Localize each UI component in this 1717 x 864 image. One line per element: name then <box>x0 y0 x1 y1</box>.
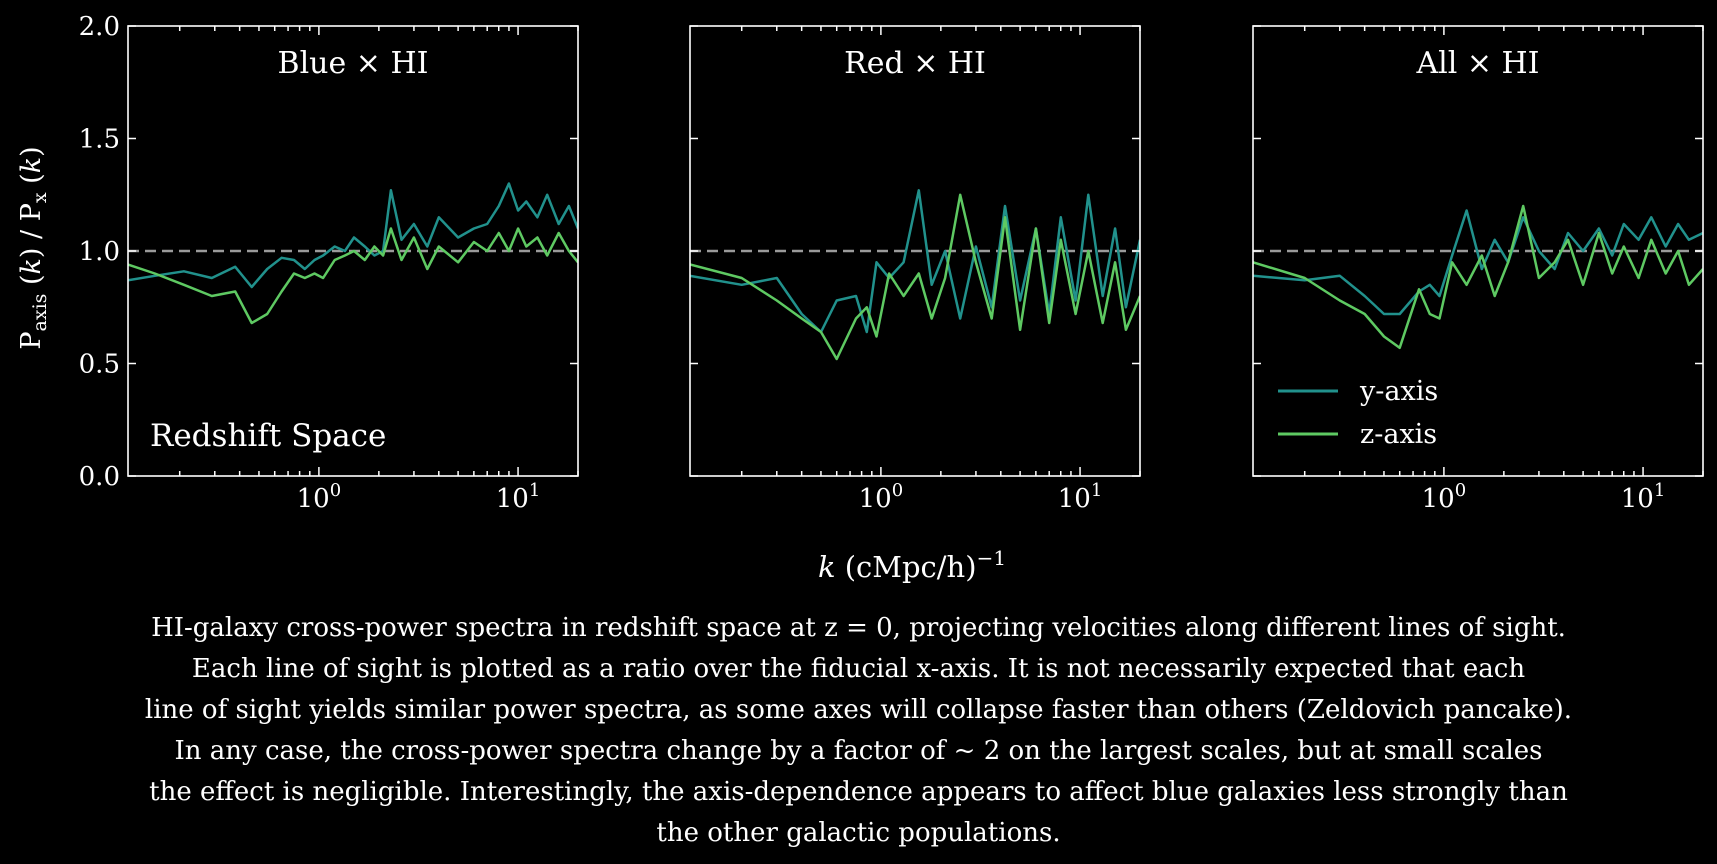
ylabel-p-axis: P <box>16 331 47 349</box>
y-axis-label: Paxis (k) / Px (k) <box>16 146 51 349</box>
legend: y-axis z-axis <box>1278 376 1438 450</box>
panel-3: 100 101 All × HI y-axis z-axis <box>1252 25 1704 514</box>
x-tick-label: 101 <box>1058 480 1103 514</box>
legend-label: z-axis <box>1360 419 1437 450</box>
caption-line-4: In any case, the cross-power spectra cha… <box>174 736 1543 766</box>
x-tick-label: 100 <box>859 480 904 514</box>
caption-line-1: HI-galaxy cross-power spectra in redshif… <box>151 613 1566 643</box>
caption-line-3: line of sight yields similar power spect… <box>144 695 1573 725</box>
series-yaxis <box>690 189 1140 334</box>
series-zaxis <box>690 193 1140 361</box>
x-tick-label: 100 <box>1422 480 1467 514</box>
caption-line-5: the effect is negligible. Interestingly,… <box>149 777 1568 807</box>
svg-text:Paxis (k) / Px (k): Paxis (k) / Px (k) <box>16 146 51 349</box>
panel-title: Red × HI <box>844 46 986 81</box>
series-yaxis <box>128 182 578 289</box>
x-axis-label: k (cMpc/h)−1 <box>818 546 1006 584</box>
panel-2: 100 101 Red × HI <box>689 25 1141 514</box>
x-tick-label: 101 <box>496 480 541 514</box>
panel-title: All × HI <box>1415 46 1539 81</box>
y-tick-label: 1.5 <box>79 125 120 155</box>
figure-canvas: Paxis (k) / Px (k) k (cMpc/h)−1 0.0 0.5 1.… <box>16 12 1704 584</box>
series-yaxis <box>1253 209 1703 316</box>
y-tick-label: 0.5 <box>79 350 120 380</box>
x-tick-label: 101 <box>1621 480 1666 514</box>
x-tick-label: 100 <box>297 480 342 514</box>
svg-text:k (cMpc/h)−1: k (cMpc/h)−1 <box>818 546 1006 584</box>
caption-line-2: Each line of sight is plotted as a ratio… <box>191 654 1526 684</box>
legend-label: y-axis <box>1359 376 1438 407</box>
y-tick-label: 0.0 <box>79 462 120 492</box>
annotation-redshift-space: Redshift Space <box>150 418 386 454</box>
series-zaxis <box>128 227 578 325</box>
panel-1: 0.0 0.5 1.0 1.5 2.0 100 101 Blue × HI Redshift S… <box>79 12 579 514</box>
panel-title: Blue × HI <box>278 46 429 81</box>
y-tick-label: 1.0 <box>79 237 120 267</box>
figure-caption: HI-galaxy cross-power spectra in redshif… <box>40 608 1677 854</box>
caption-line-6: the other galactic populations. <box>656 818 1061 848</box>
y-tick-label: 2.0 <box>79 12 120 42</box>
series-zaxis <box>1253 204 1703 350</box>
